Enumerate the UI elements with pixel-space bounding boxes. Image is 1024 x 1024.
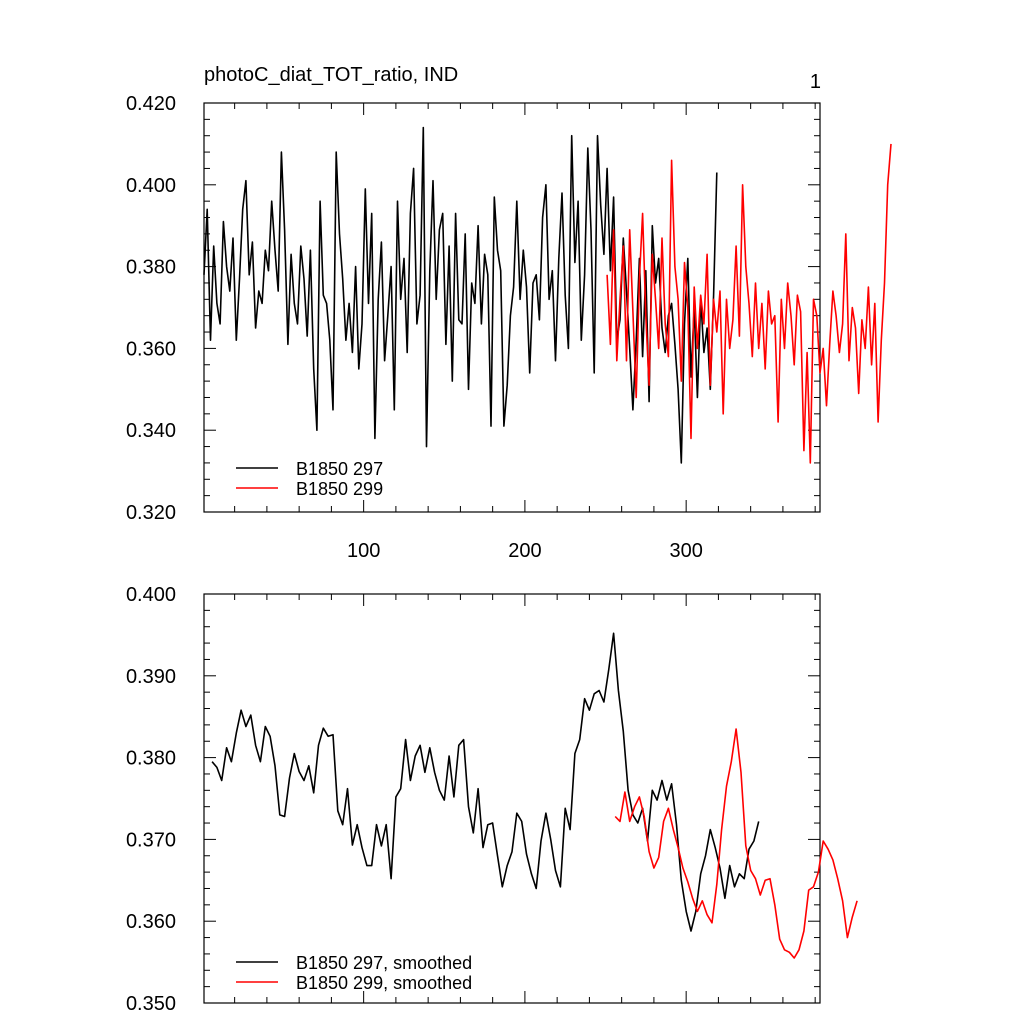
- legend-label-2: B1850 299: [296, 479, 383, 499]
- y-tick-label: 0.400: [126, 175, 176, 197]
- chart-title: photoC_diat_TOT_ratio, IND: [204, 64, 458, 86]
- x-tick-label: 200: [508, 540, 541, 562]
- series-line-2: [606, 143, 892, 464]
- series-line-1: [203, 126, 718, 464]
- series-line-1: [211, 632, 760, 932]
- y-tick-label: 0.380: [126, 257, 176, 279]
- y-tick-label: 0.320: [126, 502, 176, 524]
- x-tick-label: 300: [669, 540, 702, 562]
- plot-frame: [203, 593, 821, 1004]
- legend-label-2: B1850 299, smoothed: [296, 973, 472, 993]
- plot-frame: [203, 102, 821, 513]
- y-tick-label: 0.350: [126, 993, 176, 1015]
- y-tick-label: 0.400: [126, 584, 176, 606]
- series-line-2: [614, 728, 858, 959]
- y-tick-label: 0.390: [126, 666, 176, 688]
- bottom-panel: 0.350 0.360 0.370 0.380 0.390 0.400 B1850 297,…: [126, 584, 858, 1015]
- legend-label-1: B1850 297: [296, 459, 383, 479]
- y-tick-label: 0.360: [126, 911, 176, 933]
- y-tick-label: 0.360: [126, 338, 176, 360]
- panel-id: 1: [810, 71, 821, 93]
- y-tick-label: 0.380: [126, 748, 176, 770]
- y-tick-label: 0.420: [126, 93, 176, 115]
- top-panel: 0.320 0.340 0.360 0.380 0.400 0.420 100 200 300 B…: [126, 93, 892, 562]
- x-tick-label: 100: [347, 540, 380, 562]
- legend-label-1: B1850 297, smoothed: [296, 953, 472, 973]
- y-tick-label: 0.370: [126, 829, 176, 851]
- y-tick-label: 0.340: [126, 420, 176, 442]
